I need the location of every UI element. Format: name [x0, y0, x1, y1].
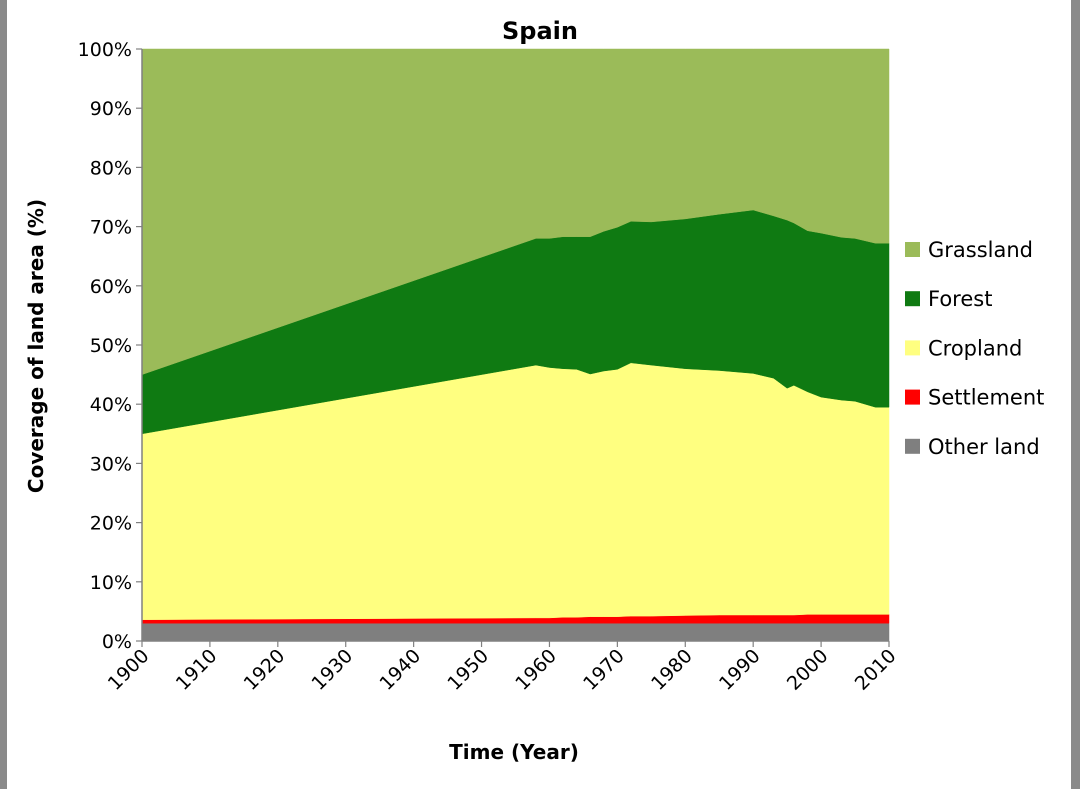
legend-swatch — [905, 291, 920, 307]
y-tick-label: 20% — [90, 513, 132, 535]
x-tick-label: 1910 — [172, 645, 222, 695]
x-axis-title: Time (Year) — [449, 740, 579, 764]
legend-item-settlement: Settlement — [905, 386, 1044, 410]
x-tick-label: 2010 — [851, 645, 901, 695]
legend-item-grassland: Grassland — [905, 238, 1033, 262]
legend-item-other-land: Other land — [905, 435, 1040, 459]
y-tick-label: 0% — [102, 631, 132, 653]
legend-swatch — [905, 389, 920, 405]
legend-label: Cropland — [928, 336, 1022, 360]
x-tick-label: 1980 — [647, 645, 697, 695]
legend-swatch — [905, 242, 920, 257]
y-tick-label: 50% — [90, 335, 132, 357]
y-tick-label: 10% — [90, 572, 132, 594]
stacked-area-chart: Spain 1900 1910 1920 1930 1940 1950 1960 1970 19… — [24, 17, 1044, 764]
x-tick-label: 1960 — [511, 645, 561, 695]
legend-label: Other land — [928, 435, 1040, 459]
y-tick-label: 100% — [78, 39, 132, 61]
legend: Grassland Forest Cropland Settlement Other l… — [905, 238, 1044, 459]
x-tick-label: 1990 — [715, 645, 765, 695]
y-tick-label: 30% — [90, 453, 132, 475]
legend-item-forest: Forest — [905, 287, 992, 311]
x-tick-label: 1950 — [443, 645, 493, 695]
area-other-land — [141, 622, 890, 642]
legend-label: Forest — [928, 287, 992, 311]
y-tick-label: 60% — [90, 276, 132, 298]
x-tick-label: 1930 — [308, 645, 358, 695]
x-tick-labels: 1900 1910 1920 1930 1940 1950 1960 1970 1980 1990… — [104, 645, 901, 695]
legend-label: Settlement — [928, 386, 1044, 410]
y-tick-label: 90% — [90, 98, 132, 120]
y-tick-label: 70% — [90, 217, 132, 239]
legend-swatch — [905, 438, 920, 454]
x-tick-label: 1940 — [375, 645, 425, 695]
chart-title: Spain — [502, 17, 578, 45]
legend-swatch — [905, 340, 920, 356]
x-tick-label: 1920 — [240, 645, 290, 695]
y-axis-title: Coverage of land area (%) — [24, 199, 48, 493]
x-tick-label: 1970 — [579, 645, 629, 695]
y-tick-labels: 0% 10% 20% 30% 40% 50% 60% 70% 80% 90% 100% — [78, 39, 132, 653]
area-grassland — [141, 48, 890, 375]
y-tick-label: 80% — [90, 157, 132, 179]
legend-item-cropland: Cropland — [905, 336, 1022, 360]
legend-label: Grassland — [928, 238, 1033, 262]
x-tick-label: 2000 — [783, 645, 833, 695]
axes-group — [136, 48, 890, 647]
y-tick-label: 40% — [90, 394, 132, 416]
area-series-group — [141, 48, 890, 642]
